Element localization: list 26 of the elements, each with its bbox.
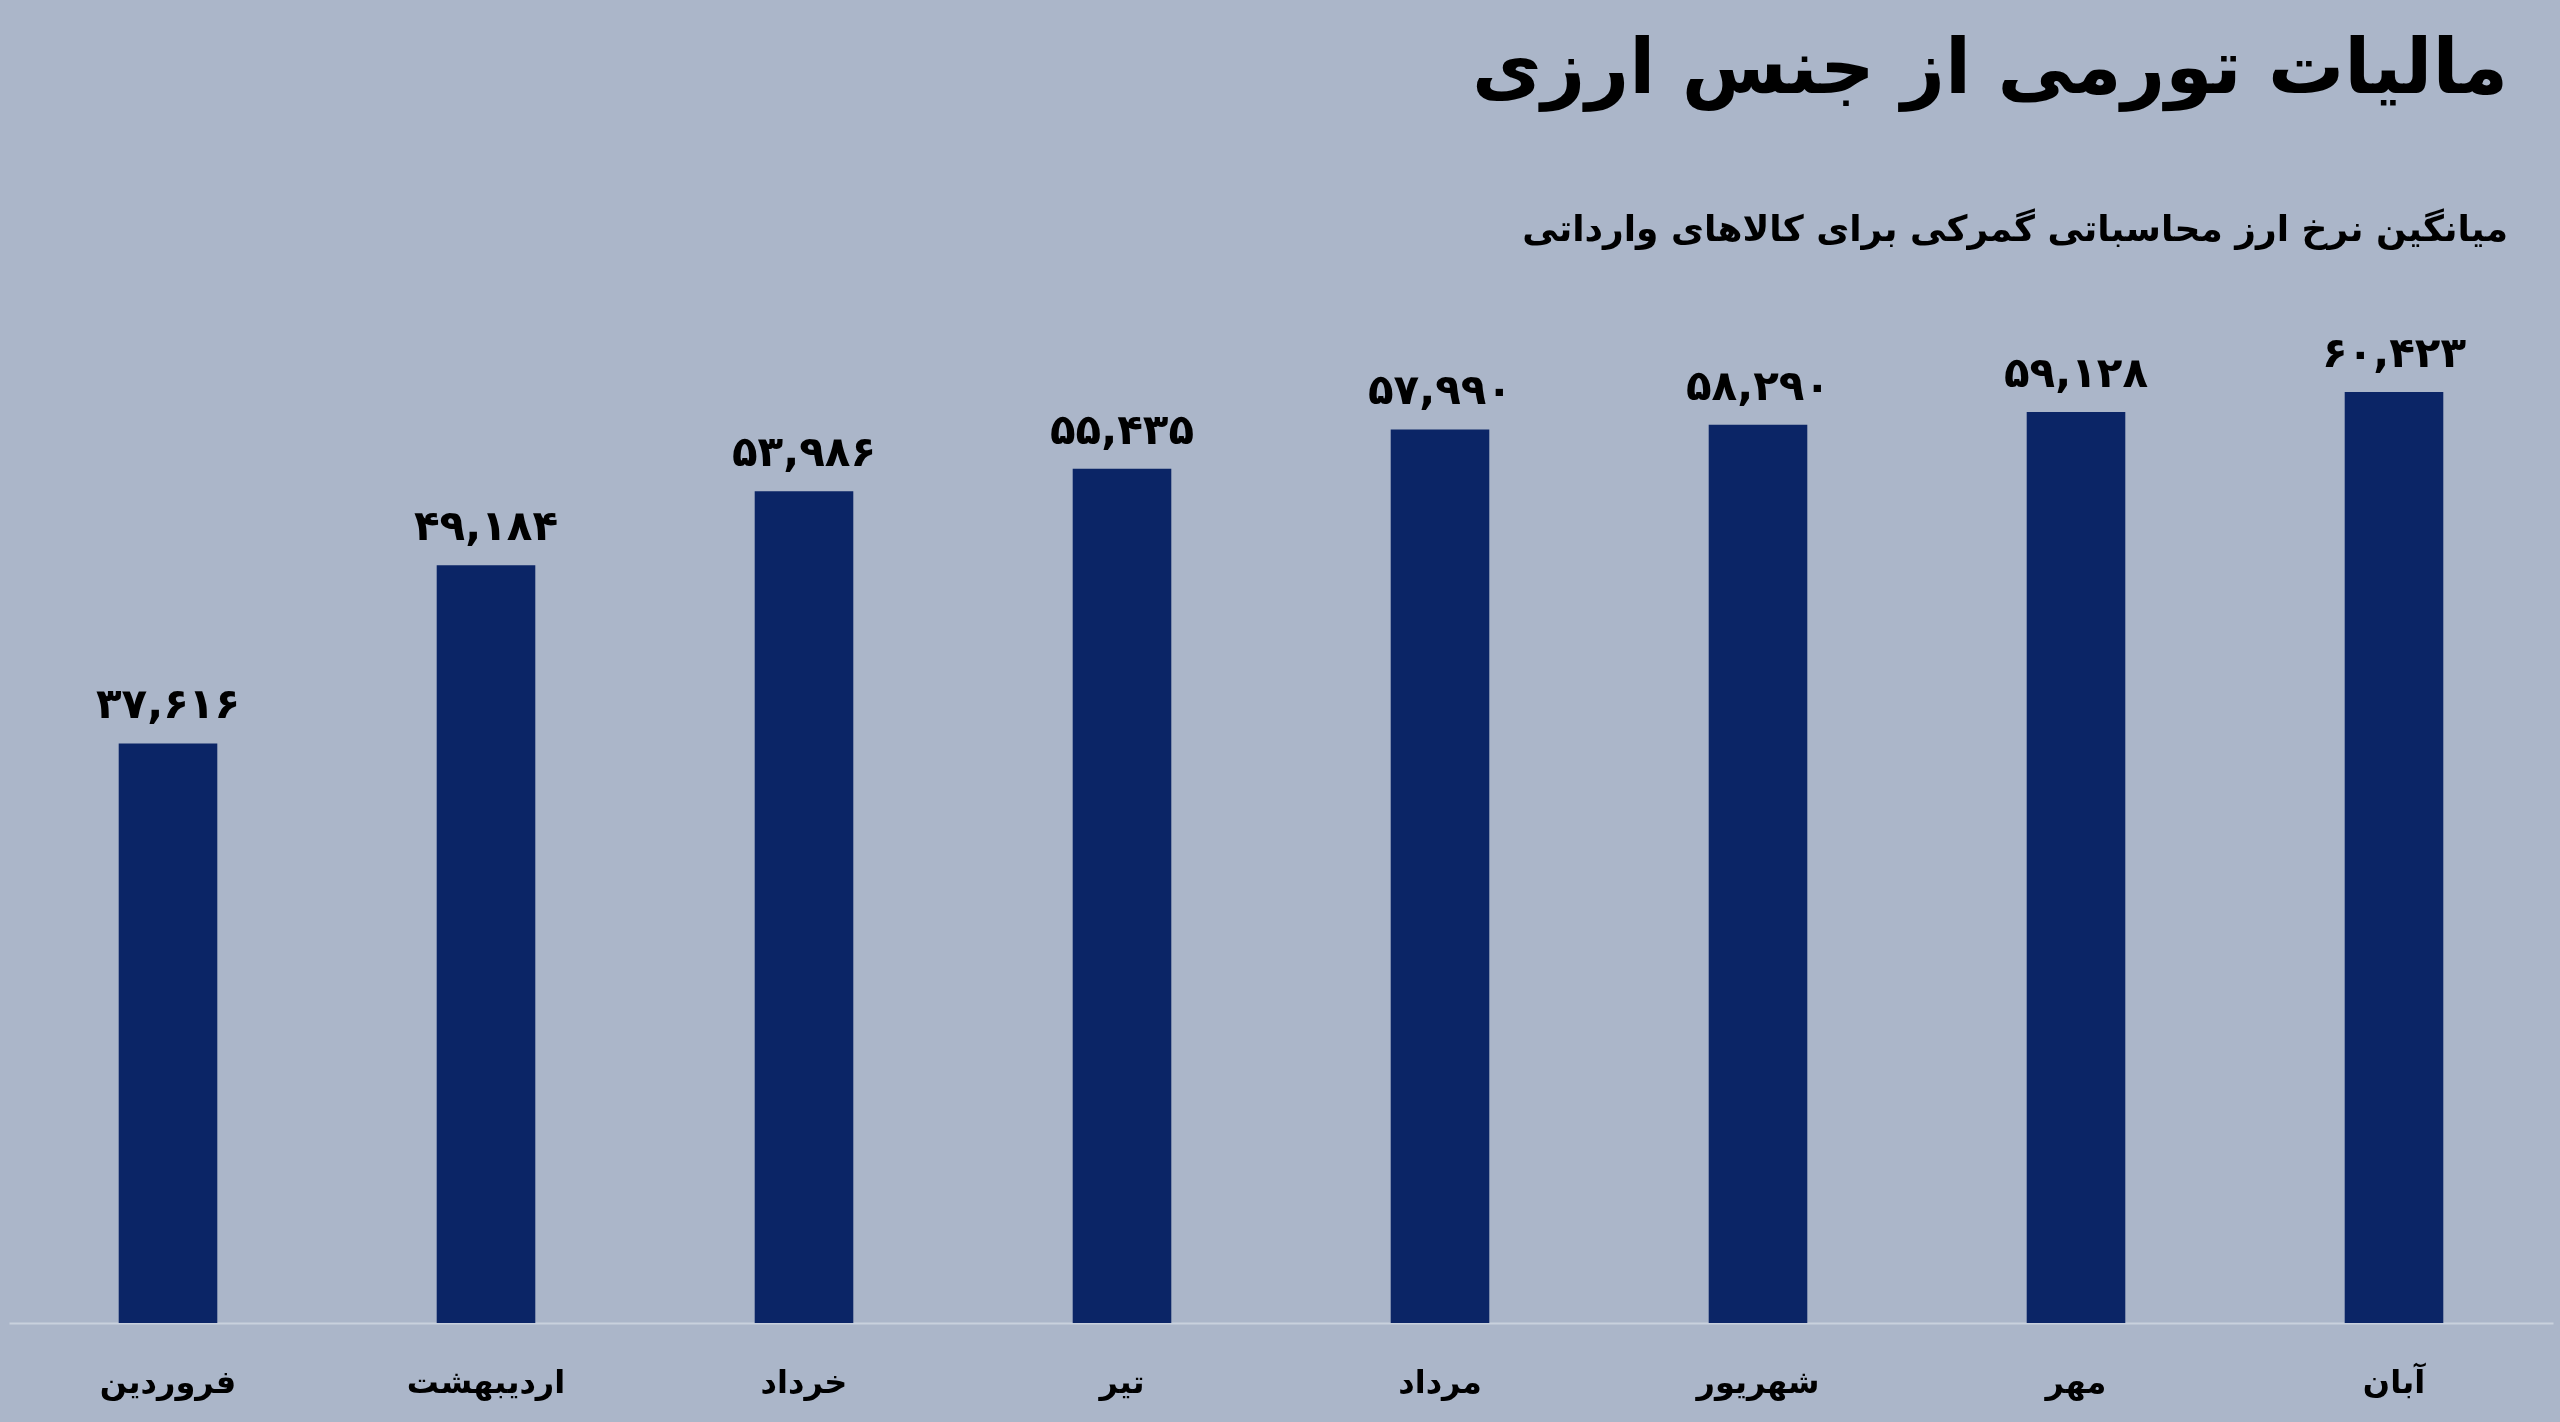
bar xyxy=(1708,424,1808,1323)
data-label: ۳۷,۶۱۶ xyxy=(95,679,241,729)
data-label: ۴۹,۱۸۴ xyxy=(413,501,559,551)
bar xyxy=(754,491,854,1323)
chart-subtitle: میانگین نرخ ارز محاسباتی گمرکی برای کالاهای وارداتی xyxy=(1522,208,2508,250)
data-label: ۵۹,۱۲۸ xyxy=(2003,347,2149,397)
x-tick-label: مرداد xyxy=(1398,1362,1482,1401)
bar xyxy=(436,565,536,1323)
data-label: ۵۷,۹۹۰ xyxy=(1367,365,1513,415)
data-label: ۵۸,۲۹۰ xyxy=(1685,360,1831,410)
bar xyxy=(2344,392,2444,1323)
data-label: ۶۰,۴۲۳ xyxy=(2321,328,2467,377)
data-label: ۵۵,۴۳۵ xyxy=(1049,404,1195,454)
x-tick-label: شهریور xyxy=(1694,1362,1820,1401)
bar xyxy=(1072,468,1172,1323)
x-tick-label: تیر xyxy=(1097,1362,1145,1401)
bar xyxy=(118,743,218,1323)
x-tick-label: فروردین xyxy=(99,1362,237,1401)
bar xyxy=(2026,411,2126,1323)
data-label: ۵۳,۹۸۶ xyxy=(731,427,877,477)
x-tick-label: اردیبهشت xyxy=(406,1362,566,1401)
chart-title: مالیات تورمی از جنس ارزی xyxy=(1471,22,2508,112)
x-tick-label: مهر xyxy=(2043,1362,2107,1401)
bar xyxy=(1390,429,1490,1323)
x-tick-label: خرداد xyxy=(760,1362,848,1401)
x-tick-label: آبان xyxy=(2362,1361,2427,1401)
